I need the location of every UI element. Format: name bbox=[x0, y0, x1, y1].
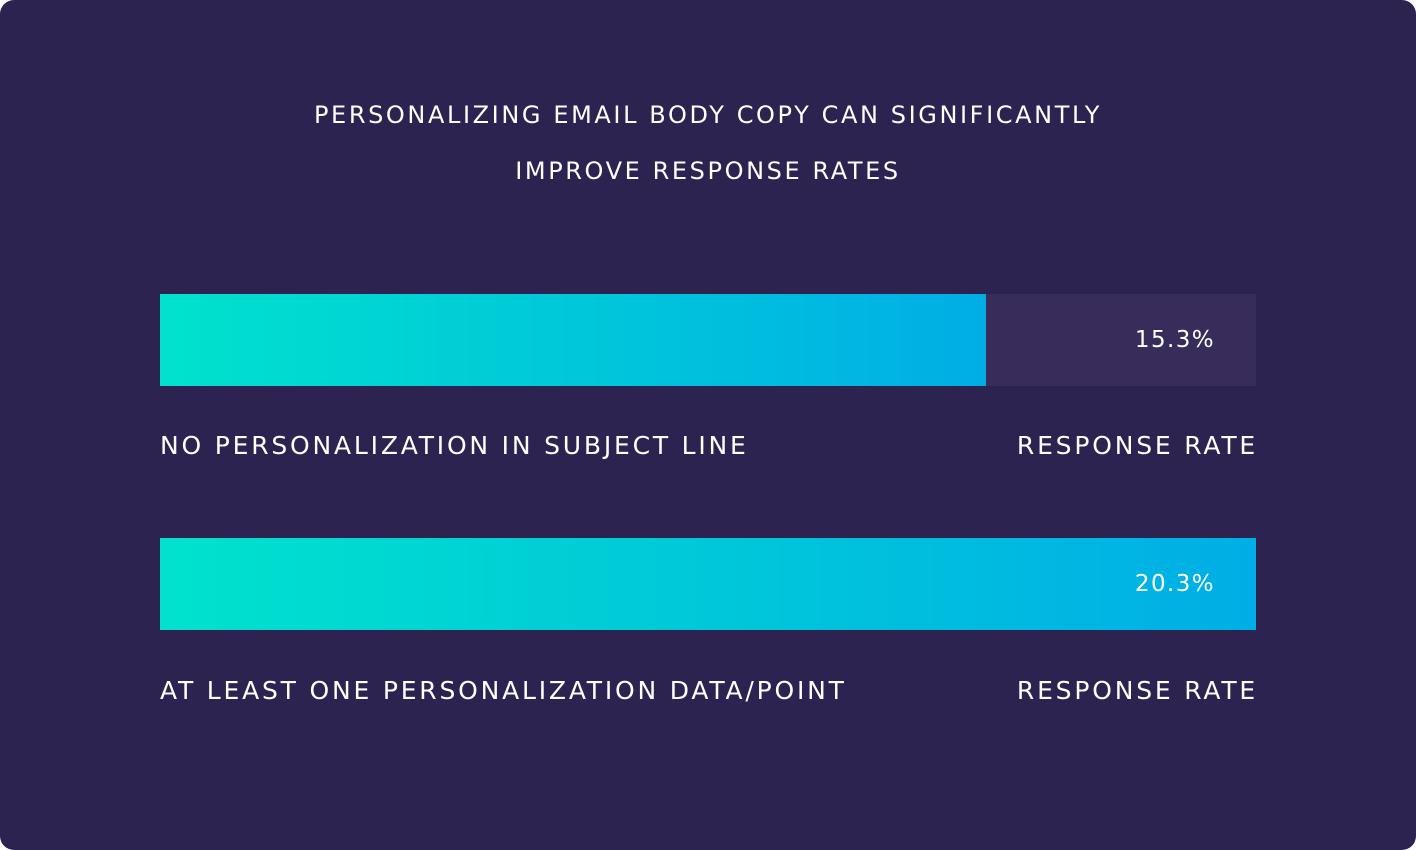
bar-personalized bbox=[160, 538, 1256, 630]
bar-no-personalization bbox=[160, 294, 986, 386]
label-row-personalized: AT LEAST ONE PERSONALIZATION DATA/POINT … bbox=[160, 676, 1258, 706]
category-label-no-personalization: NO PERSONALIZATION IN SUBJECT LINE bbox=[160, 431, 749, 460]
bar-track-no-personalization: 15.3% bbox=[160, 294, 1256, 386]
bar-track-personalized: 20.3% bbox=[160, 538, 1256, 630]
label-row-no-personalization: NO PERSONALIZATION IN SUBJECT LINE RESPO… bbox=[160, 431, 1258, 461]
chart-title-line-2: IMPROVE RESPONSE RATES bbox=[515, 157, 901, 185]
metric-label-response-rate-1: RESPONSE RATE bbox=[1016, 431, 1258, 460]
value-label-personalized: 20.3% bbox=[1134, 571, 1215, 597]
value-label-no-personalization: 15.3% bbox=[1134, 327, 1215, 353]
category-label-personalized: AT LEAST ONE PERSONALIZATION DATA/POINT bbox=[160, 676, 847, 705]
metric-label-response-rate-2: RESPONSE RATE bbox=[1016, 676, 1258, 705]
chart-title-line-1: PERSONALIZING EMAIL BODY COPY CAN SIGNIF… bbox=[313, 101, 1102, 129]
